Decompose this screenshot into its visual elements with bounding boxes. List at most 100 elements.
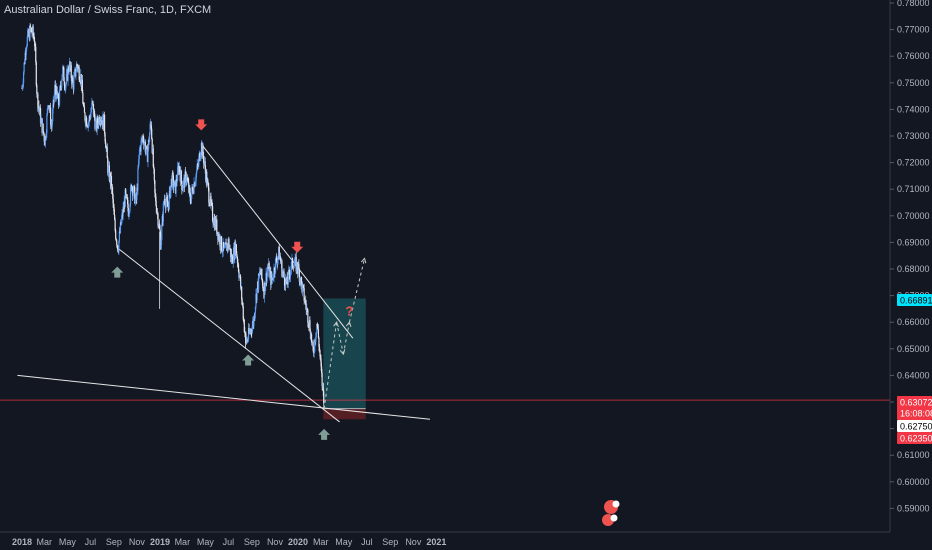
price-tick-label: 0.69000 — [897, 237, 930, 247]
candle-body — [75, 71, 77, 76]
candle-body — [48, 105, 50, 108]
candle-body — [160, 240, 162, 250]
candle-body — [202, 145, 204, 156]
candle-body — [58, 104, 60, 106]
arrow-up-icon[interactable] — [111, 266, 124, 278]
time-tick-label: Sep — [382, 537, 398, 547]
candle-body — [129, 204, 131, 212]
candle-body — [128, 213, 130, 217]
price-tick-label: 0.66000 — [897, 317, 930, 327]
candle-body — [63, 67, 65, 82]
candle-body — [290, 269, 292, 273]
candle-body — [82, 93, 84, 104]
candle-body — [221, 250, 223, 253]
time-tick-label: Sep — [106, 537, 122, 547]
candle-body — [62, 67, 64, 75]
arrow-down-icon[interactable] — [195, 119, 208, 131]
candle-body — [191, 187, 194, 189]
trendline-lower[interactable] — [116, 247, 340, 423]
candle-body — [259, 271, 261, 276]
candle-body — [75, 64, 78, 72]
stop-zone[interactable] — [323, 408, 366, 420]
candle-body — [77, 67, 79, 70]
trendline-upper[interactable] — [200, 143, 354, 339]
candle-body — [172, 175, 174, 188]
candle-body — [194, 183, 196, 187]
projection-segment — [323, 322, 338, 409]
candle-body — [294, 256, 296, 263]
candle-body — [242, 306, 244, 320]
candle-body — [92, 103, 95, 115]
candle-body — [285, 278, 287, 289]
candle-body — [32, 26, 34, 35]
candle-body — [306, 308, 308, 310]
candle-body — [134, 186, 136, 204]
candle-body — [35, 62, 37, 86]
candle-body — [216, 219, 218, 234]
price-series — [21, 23, 325, 408]
candle-body — [232, 262, 234, 264]
candle-body — [127, 207, 129, 217]
candle-body — [143, 142, 145, 145]
candle-body — [127, 199, 129, 208]
candle-body — [154, 192, 156, 197]
target-zone[interactable] — [323, 298, 366, 409]
candle-body — [238, 275, 241, 278]
candle-body — [58, 89, 61, 105]
time-tick-label: Nov — [405, 537, 422, 547]
price-tick-label: 0.68000 — [897, 264, 930, 274]
candle-body — [321, 373, 323, 387]
candle-body — [266, 270, 268, 282]
events-icon[interactable] — [602, 500, 620, 526]
candle-body — [134, 197, 136, 204]
candle-body — [322, 383, 324, 392]
candle-body — [203, 162, 205, 164]
time-axis[interactable]: 2018 Mar May Jul Sep Nov 2019 Mar May Jul Sep Nov 20… — [12, 537, 446, 547]
target-price-tag: 0.66891 — [897, 294, 932, 306]
arrow-up-icon[interactable] — [318, 428, 331, 440]
candle-body — [313, 351, 315, 354]
candle-body — [26, 46, 28, 49]
candle-body — [241, 299, 243, 303]
candle-body — [256, 288, 258, 301]
arrow-up-icon[interactable] — [242, 354, 255, 366]
time-tick-label: Jul — [85, 537, 97, 547]
candle-body — [286, 277, 288, 284]
candle-body — [144, 142, 146, 153]
candle-body — [255, 293, 257, 307]
candle-body — [189, 192, 191, 202]
candle-body — [224, 247, 226, 249]
candle-body — [236, 253, 238, 258]
candle-body — [73, 71, 76, 77]
candle-body — [90, 108, 92, 113]
candle-body — [229, 248, 232, 258]
candle-body — [296, 262, 298, 271]
candle-body — [24, 52, 26, 64]
time-tick-label: Nov — [267, 537, 284, 547]
candle-body — [115, 230, 117, 239]
candle-body — [93, 111, 96, 119]
candle-body — [67, 67, 69, 81]
candle-body — [316, 323, 318, 328]
candle-body — [207, 182, 209, 188]
candle-body — [110, 176, 113, 189]
candle-body — [52, 109, 54, 122]
candle-body — [96, 117, 98, 131]
candle-body — [273, 267, 276, 274]
time-tick-label: Sep — [244, 537, 260, 547]
projection-segment — [348, 258, 366, 323]
candle-body — [232, 256, 234, 264]
candle-body — [192, 192, 195, 194]
candle-body — [63, 81, 65, 86]
candle-body — [191, 187, 193, 196]
candle-body — [104, 133, 106, 142]
trendline-long-support[interactable] — [17, 374, 431, 420]
arrow-markers — [111, 119, 331, 440]
candle-body — [279, 256, 281, 260]
candle-body — [309, 320, 311, 332]
arrow-down-icon[interactable] — [291, 241, 304, 253]
trendlines — [17, 143, 431, 423]
candle-body — [92, 100, 94, 104]
candle-body — [108, 165, 110, 181]
